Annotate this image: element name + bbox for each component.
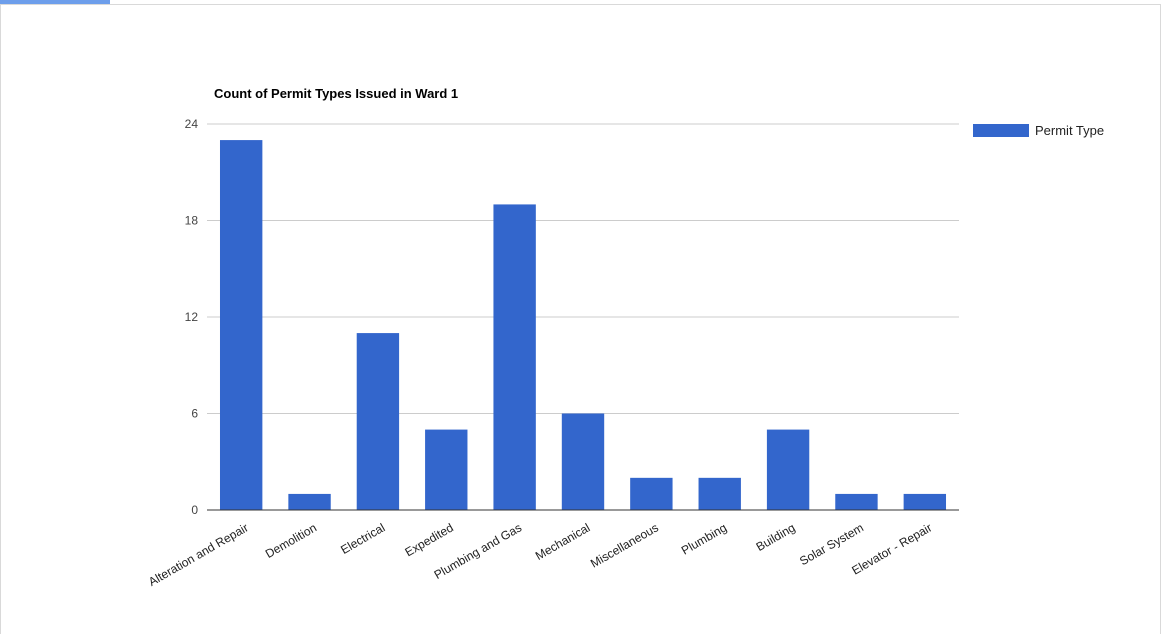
bar [835, 493, 878, 510]
x-category-label: Building [754, 520, 798, 553]
gridlines [207, 123, 959, 414]
y-tick-label: 6 [191, 407, 198, 421]
y-tick-label: 18 [185, 214, 199, 228]
chart-frame [0, 4, 1161, 634]
x-category-label: Demolition [263, 520, 319, 560]
x-category-label: Electrical [338, 520, 387, 556]
bar [288, 493, 331, 510]
x-category-label: Expedited [403, 520, 456, 559]
window-corner-tab [0, 0, 110, 4]
bars [219, 140, 947, 511]
bar [493, 204, 536, 510]
x-category-label: Miscellaneous [588, 520, 661, 570]
y-tick-label: 24 [185, 117, 199, 131]
bar [630, 477, 673, 510]
bar [561, 413, 605, 510]
legend: Permit Type [973, 123, 1104, 138]
legend-label: Permit Type [1035, 123, 1104, 138]
y-tick-label: 12 [185, 310, 199, 324]
legend-swatch [973, 124, 1029, 137]
chart-title: Count of Permit Types Issued in Ward 1 [214, 86, 458, 101]
bar [219, 140, 263, 511]
bar [356, 333, 400, 510]
bar [903, 493, 947, 510]
x-category-label: Plumbing [679, 520, 729, 557]
y-axis-ticks: 0 6 12 18 24 [185, 117, 199, 517]
y-tick-label: 0 [191, 503, 198, 517]
bar [766, 429, 810, 510]
x-axis-category-labels: Alteration and Repair Demolition Electrica… [146, 520, 934, 588]
bar [425, 429, 468, 510]
x-category-label: Mechanical [533, 520, 593, 562]
bar [698, 477, 741, 510]
x-category-label: Alteration and Repair [146, 520, 251, 588]
